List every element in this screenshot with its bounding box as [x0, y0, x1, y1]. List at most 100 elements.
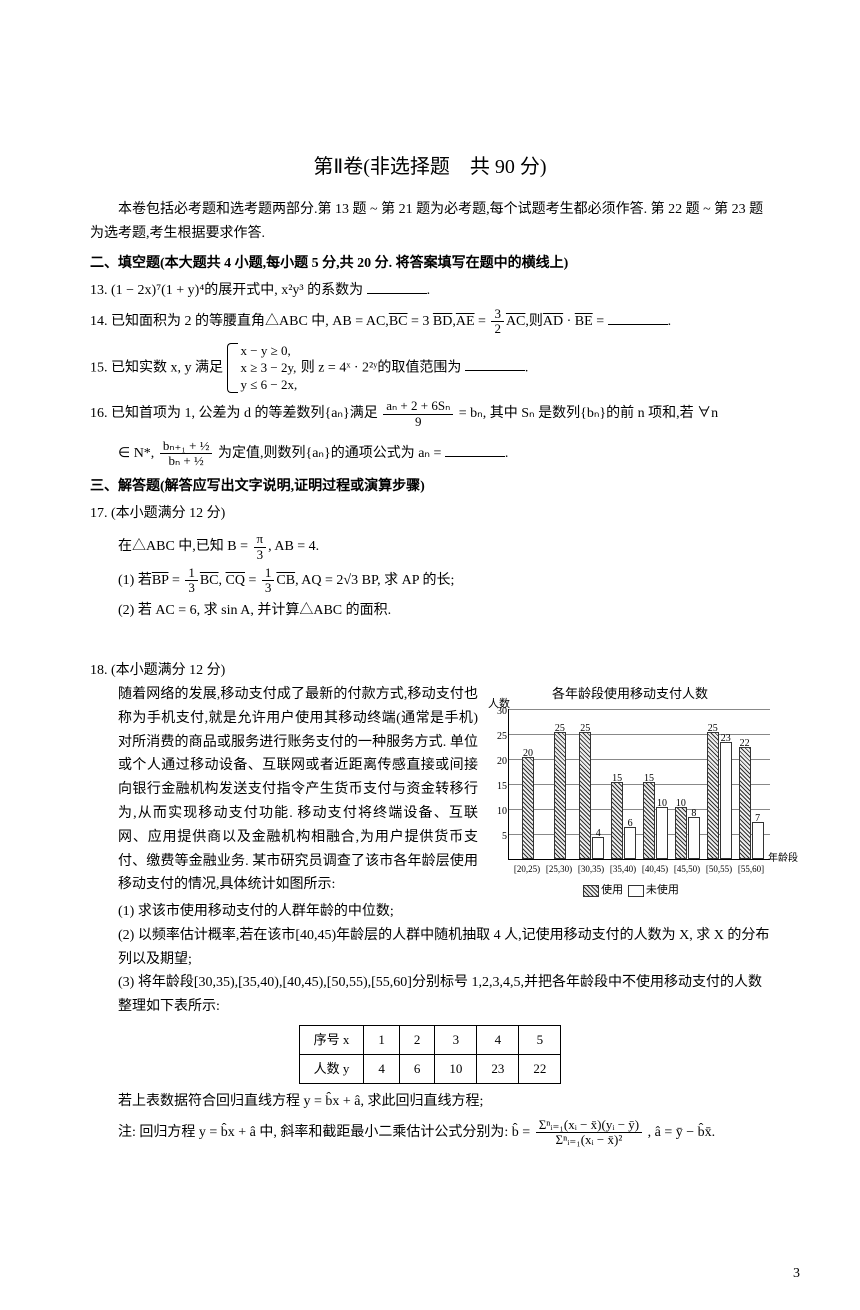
y-tick: 30	[491, 703, 507, 720]
bar-nouse: 23	[720, 742, 732, 859]
q14-a: 14. 已知面积为 2 的等腰直角△ABC 中, AB = AC,	[90, 314, 389, 329]
den: Σⁿᵢ₌₁(xᵢ − x̄)²	[536, 1133, 642, 1147]
chart-wrap: 人数 年龄段 202525415615101082523227 30252015…	[490, 709, 770, 860]
q16-b: = bₙ, 其中 Sₙ 是数列{bₙ}的前 n 项和,若 ∀n	[459, 406, 718, 421]
q14-e: ,则	[525, 314, 543, 329]
bar-nouse: 4	[592, 837, 604, 859]
x-tick: [55,60]	[736, 862, 766, 877]
vec-bp: BP	[152, 573, 169, 588]
sys-r1: x − y ≥ 0,	[241, 343, 298, 360]
x-tick: [40,45)	[640, 862, 670, 877]
vec-bc: BC	[389, 314, 408, 329]
bar-use: 10	[675, 807, 687, 859]
den: 3	[262, 581, 275, 595]
bar-use: 20	[522, 757, 534, 859]
bar-group: 25	[545, 709, 575, 859]
bar-group: 227	[736, 709, 766, 859]
t: ,	[219, 573, 226, 588]
q18: 18. (本小题满分 12 分) 随着网络的发展,移动支付成了最新的付款方式,移…	[90, 659, 770, 1147]
bar-label: 10	[657, 795, 667, 812]
q13-text: 13. (1 − 2x)⁷(1 + y)⁴的展开式中, x²y³ 的系数为	[90, 283, 363, 298]
data-table: 序号 x12345 人数 y46102322	[299, 1025, 562, 1084]
bar-nouse: 7	[752, 822, 764, 859]
table-cell: 22	[519, 1055, 561, 1084]
bar-label: 15	[612, 770, 622, 787]
num: aₙ + 2 + 6Sₙ	[383, 399, 453, 414]
blank-16	[445, 442, 505, 457]
page-title: 第Ⅱ卷(非选择题 共 90 分)	[90, 150, 770, 184]
bar-label: 7	[755, 810, 760, 827]
bars-area: 202525415615101082523227	[509, 709, 770, 859]
bar-label: 4	[596, 825, 601, 842]
bar-nouse: 10	[656, 807, 668, 859]
q14-g: =	[593, 314, 608, 329]
bar-label: 23	[721, 730, 731, 747]
q17-b: , AB = 4.	[268, 539, 319, 554]
bar-group: 20	[513, 709, 543, 859]
note-a: 注: 回归方程 y = b̂x + â 中, 斜率和截距最小二乘估计公式分别为:…	[118, 1125, 534, 1140]
legend-swatch-use	[583, 885, 599, 897]
y-tick: 5	[491, 828, 507, 845]
bar-group: 2523	[704, 709, 734, 859]
bar-label: 10	[676, 795, 686, 812]
table-cell: 5	[519, 1026, 561, 1055]
num: Σⁿᵢ₌₁(xᵢ − x̄)(yᵢ − ȳ)	[536, 1118, 642, 1133]
vec-ac: AC	[506, 314, 525, 329]
frac-bhat: Σⁿᵢ₌₁(xᵢ − x̄)(yᵢ − ȳ)Σⁿᵢ₌₁(xᵢ − x̄)²	[536, 1118, 642, 1148]
bar-use: 15	[643, 782, 655, 859]
bar-use: 15	[611, 782, 623, 859]
q18-4: 若上表数据符合回归直线方程 y = b̂x + â, 求此回归直线方程;	[90, 1090, 770, 1114]
q14-b: = 3	[408, 314, 433, 329]
section-2-head: 二、填空题(本大题共 4 小题,每小题 5 分,共 20 分. 将答案填写在题中…	[90, 252, 770, 276]
legend-use: 使用	[601, 884, 623, 896]
bar-label: 20	[523, 745, 533, 762]
table-row: 序号 x12345	[299, 1026, 561, 1055]
y-tick: 15	[491, 778, 507, 795]
section-3-head: 三、解答题(解答应写出文字说明,证明过程或演算步骤)	[90, 475, 770, 499]
bar-use: 22	[739, 747, 751, 859]
bar-use: 25	[554, 732, 566, 859]
chart-title: 各年龄段使用移动支付人数	[490, 683, 770, 705]
vec-be: BE	[575, 314, 593, 329]
x-tick: [20,25)	[512, 862, 542, 877]
den: 3	[185, 581, 198, 595]
num: π	[254, 532, 267, 547]
q18-body: 随着网络的发展,移动支付成了最新的付款方式,移动支付也称为手机支付,就是允许用户…	[90, 683, 770, 900]
sys-r2: x ≥ 3 − 2y,	[241, 360, 298, 377]
bar-label: 25	[580, 720, 590, 737]
q18-3: (3) 将年龄段[30,35),[35,40),[40,45),[50,55),…	[90, 971, 770, 1019]
q13: 13. (1 − 2x)⁷(1 + y)⁴的展开式中, x²y³ 的系数为 .	[90, 279, 770, 303]
table-cell: 1	[364, 1026, 400, 1055]
bar-label: 6	[628, 815, 633, 832]
bar-label: 25	[708, 720, 718, 737]
frac-13a: 13	[185, 566, 198, 596]
bar-chart: 年龄段 202525415615101082523227 30252015105	[508, 709, 770, 860]
bar-label: 8	[691, 805, 696, 822]
t: =	[245, 573, 260, 588]
vec-cb: CB	[276, 573, 295, 588]
bar-group: 156	[609, 709, 639, 859]
x-tick: [25,30)	[544, 862, 574, 877]
x-tick: [50,55)	[704, 862, 734, 877]
t: =	[168, 573, 183, 588]
bar-label: 15	[644, 770, 654, 787]
x-tick: [30,35)	[576, 862, 606, 877]
x-axis-ticks: [20,25)[25,30)[30,35)[35,40)[40,45)[45,5…	[508, 862, 770, 877]
q18-head: 18. (本小题满分 12 分)	[90, 659, 770, 683]
bar-nouse: 6	[624, 827, 636, 859]
chart-container: 各年龄段使用移动支付人数 人数 年龄段 20252541561510108252…	[490, 683, 770, 900]
y-tick: 25	[491, 728, 507, 745]
q15: 15. 已知实数 x, y 满足 x − y ≥ 0, x ≥ 3 − 2y, …	[90, 341, 770, 396]
y-tick: 10	[491, 803, 507, 820]
sys-r3: y ≤ 6 − 2x,	[241, 377, 298, 394]
q18-note: 注: 回归方程 y = b̂x + â 中, 斜率和截距最小二乘估计公式分别为:…	[90, 1118, 770, 1148]
den: 3	[254, 548, 267, 562]
den: 9	[383, 415, 453, 429]
q18-1: (1) 求该市使用移动支付的人群年龄的中位数;	[90, 900, 770, 924]
num: 1	[185, 566, 198, 581]
x-axis-label: 年龄段	[768, 850, 798, 867]
system-brace: x − y ≥ 0, x ≥ 3 − 2y, y ≤ 6 − 2x,	[227, 343, 298, 394]
num: 3	[491, 307, 504, 322]
vec-ae: AE	[456, 314, 475, 329]
q16-a: 16. 已知首项为 1, 公差为 d 的等差数列{aₙ}满足	[90, 406, 378, 421]
